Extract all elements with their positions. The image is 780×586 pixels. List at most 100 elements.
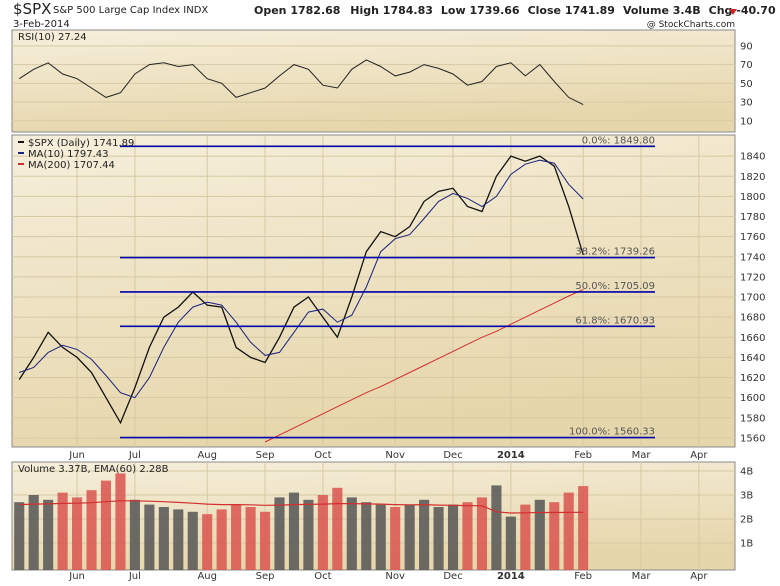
x-tick-label: Apr — [690, 450, 708, 461]
volume-bar — [259, 511, 271, 570]
x-tick-label: Dec — [443, 571, 462, 582]
y-tick-label: 1760 — [740, 232, 765, 243]
x-tick-label: Jul — [128, 450, 141, 461]
volume-bar — [202, 514, 213, 570]
x-tick-label: Sep — [256, 571, 275, 582]
volume-bar — [578, 486, 589, 570]
credit: @ StockCharts.com — [647, 20, 735, 30]
fib-label: 38.2%: 1739.26 — [575, 247, 655, 258]
y-tick-label: 1700 — [740, 293, 765, 304]
rsi-line — [18, 59, 584, 106]
y-tick-label: 1720 — [740, 272, 765, 283]
volume-bar — [419, 499, 430, 570]
volume-bar — [100, 480, 112, 570]
volume-bar — [332, 487, 343, 570]
date: 3-Feb-2014 — [13, 19, 70, 30]
panel-title: RSI(10) 27.24 — [18, 32, 87, 43]
plot — [18, 59, 584, 106]
volume-bar — [173, 509, 184, 570]
symbol: $SPX — [13, 0, 51, 18]
y-tick-label: 1800 — [740, 192, 765, 203]
volume-bar — [476, 497, 488, 570]
volume-bar — [129, 499, 140, 570]
x-tick-label: Nov — [385, 450, 405, 461]
y-tick-label: 1820 — [740, 172, 765, 183]
volume-bar — [404, 504, 415, 570]
x-tick-label: Dec — [443, 450, 462, 461]
open: Open 1782.68 — [254, 4, 340, 17]
y-tick-label: 50 — [740, 79, 753, 90]
y-tick-label: 1840 — [740, 152, 765, 163]
volume-bar — [549, 502, 560, 570]
series-line — [264, 289, 584, 443]
volume-bar — [390, 507, 401, 570]
series-line — [18, 155, 584, 425]
fib-label: 61.8%: 1670.93 — [575, 315, 655, 326]
volume-bar — [14, 502, 25, 570]
volume-bar — [43, 499, 54, 570]
volume-bar — [72, 497, 83, 570]
y-tick-label: 1680 — [740, 313, 765, 324]
x-tick-label: Nov — [385, 571, 405, 582]
volume-bar — [86, 490, 97, 570]
legend-label: $SPX (Daily) 1741.89 — [28, 138, 134, 149]
volume-bar — [274, 497, 285, 570]
y-tick-label: 1640 — [740, 353, 765, 364]
x-tick-label: Apr — [690, 571, 708, 582]
y-tick-label: 30 — [740, 98, 753, 109]
x-tick-label: Oct — [314, 450, 331, 461]
exchange: INDX — [183, 5, 208, 16]
fib-label: 50.0%: 1705.09 — [575, 281, 655, 292]
x-tick-label: Feb — [574, 450, 592, 461]
panel-title: Volume 3.37B, EMA(60) 2.28B — [18, 464, 169, 475]
volume-bar — [491, 485, 502, 570]
y-tick-label: 1740 — [740, 252, 765, 263]
volume-bar — [216, 509, 227, 570]
volume-bar — [158, 507, 169, 570]
x-tick-label: Jun — [68, 571, 85, 582]
volume-bar — [115, 473, 126, 570]
y-tick-label: 1780 — [740, 212, 765, 223]
volume-bar — [534, 499, 545, 570]
y-tick-label: 1600 — [740, 393, 765, 404]
index-name: S&P 500 Large Cap Index INDX — [53, 5, 208, 16]
volume-bar — [447, 504, 459, 570]
x-tick-label: Jul — [128, 571, 141, 582]
legend-label: MA(200) 1707.44 — [28, 160, 115, 171]
quote: Open 1782.68 High 1784.83 Low 1739.66 Clos… — [254, 4, 780, 17]
y-tick-label: 1620 — [740, 373, 765, 384]
legend-swatch — [18, 152, 24, 154]
volume-bar — [144, 504, 155, 570]
x-tick-label: Mar — [632, 571, 652, 582]
name: S&P 500 Large Cap Index — [53, 5, 180, 16]
volume-bar — [520, 504, 531, 570]
legend-swatch — [18, 141, 24, 143]
volume-bar — [245, 507, 256, 570]
ema-line — [19, 500, 584, 514]
volume-bar — [505, 516, 516, 570]
volume-bar — [288, 492, 300, 570]
x-tick-label: 2014 — [497, 450, 525, 461]
close: Close 1741.89 — [528, 4, 615, 17]
low: Low 1739.66 — [441, 4, 520, 17]
y-tick-label: 1580 — [740, 413, 765, 424]
x-tick-label: Sep — [256, 450, 275, 461]
y-tick-label: 2B — [740, 515, 753, 526]
x-tick-label: Aug — [197, 571, 217, 582]
volume-bar — [375, 504, 386, 570]
x-tick-label: Oct — [314, 571, 331, 582]
down-arrow — [729, 9, 737, 15]
volume-bar — [317, 495, 328, 570]
volume-bar — [28, 495, 39, 570]
volume-bar — [187, 511, 198, 570]
change: Chg -40.70 (-2.28%) — [709, 4, 780, 17]
y-tick-label: 90 — [740, 41, 753, 52]
x-tick-label: Jun — [68, 450, 85, 461]
x-tick-label: 2014 — [497, 571, 525, 582]
y-tick-label: 10 — [740, 116, 753, 127]
volume-bar — [462, 502, 473, 570]
volume-bar — [361, 502, 372, 570]
plot — [14, 473, 589, 570]
y-tick-label: 4B — [740, 467, 753, 478]
